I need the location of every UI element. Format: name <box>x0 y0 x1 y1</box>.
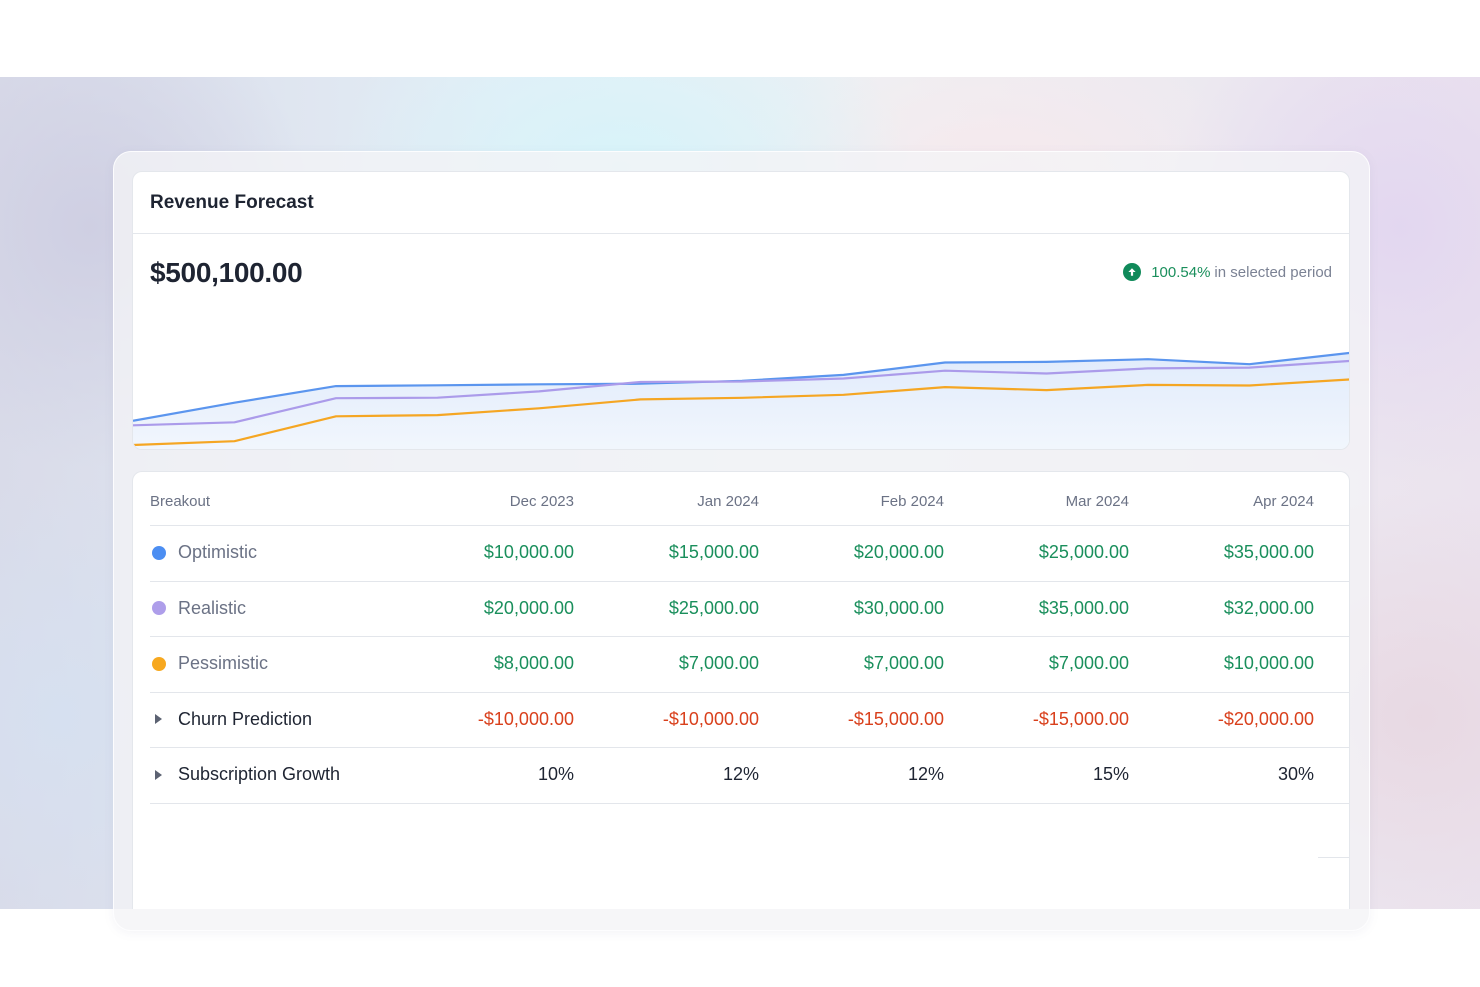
forecast-line-chart <box>133 351 1349 449</box>
expand-caret-icon[interactable] <box>155 714 162 724</box>
expand-caret-icon[interactable] <box>155 769 162 780</box>
arrow-up-circle-icon <box>1123 263 1142 281</box>
table-row-realistic: Realistic $20,000.00 $25,000.00 $30,000.00 $… <box>150 582 1349 637</box>
row-label-cell: Pessimistic <box>150 653 268 674</box>
table-divider <box>1318 857 1349 858</box>
period-change: 100.54% in selected period <box>1123 263 1332 281</box>
table-cell: $35,000.00 <box>1038 597 1129 618</box>
column-header-apr-2024: Apr 2024 <box>1253 493 1314 510</box>
table-cell: $20,000.00 <box>483 597 574 618</box>
table-cell: -$10,000.00 <box>477 708 574 729</box>
row-label: Optimistic <box>178 542 258 562</box>
series-line-pessimistic <box>133 378 1349 447</box>
series-line-realistic <box>133 359 1349 427</box>
row-label: Realistic <box>178 597 247 618</box>
table-header-row: Breakout Dec 2023 Jan 2024 Feb 2024 Mar … <box>150 472 1349 526</box>
table-cell: $7,000.00 <box>1048 653 1129 673</box>
table-cell: $20,000.00 <box>853 542 944 562</box>
table-cell: 10% <box>537 764 574 784</box>
card-title: Revenue Forecast <box>150 192 314 213</box>
change-label: in selected period <box>1214 263 1332 281</box>
column-header-dec-2023: Dec 2023 <box>509 493 574 510</box>
row-label: Subscription Growth <box>178 764 341 784</box>
table-cell: -$10,000.00 <box>662 708 759 729</box>
table-cell: $8,000.00 <box>493 653 574 673</box>
table-cell: $7,000.00 <box>678 653 759 673</box>
table-cell: -$15,000.00 <box>1032 708 1129 729</box>
row-label: Churn Prediction <box>178 708 313 729</box>
table-cell: 15% <box>1092 764 1129 784</box>
column-header-jan-2024: Jan 2024 <box>697 493 759 510</box>
table-cell: $30,000.00 <box>853 597 944 618</box>
table-cell: $25,000.00 <box>1038 542 1129 562</box>
legend-dot-icon <box>152 601 166 615</box>
card-header: Revenue Forecast <box>133 172 1349 234</box>
legend-dot-icon <box>152 656 166 671</box>
forecast-area-fill <box>133 353 1349 449</box>
table-cell: $10,000.00 <box>1223 653 1314 673</box>
table-row-optimistic: Optimistic $10,000.00 $15,000.00 $20,000.00… <box>150 526 1349 582</box>
legend-dot-icon <box>152 545 166 560</box>
table-row-churn-prediction[interactable]: Churn Prediction -$10,000.00 -$10,000.00 -$… <box>150 693 1349 748</box>
column-header-feb-2024: Feb 2024 <box>880 493 944 510</box>
table-cell: -$15,000.00 <box>847 708 944 729</box>
table-cell: -$20,000.00 <box>1217 708 1314 729</box>
table-cell: $35,000.00 <box>1223 542 1314 562</box>
revenue-total: $500,100.00 <box>150 257 303 288</box>
table-cell: $10,000.00 <box>483 542 574 562</box>
row-label-cell: Realistic <box>150 598 246 619</box>
table-row-subscription-growth[interactable]: Subscription Growth 10% 12% 12% 15% 30% <box>150 748 1349 804</box>
row-label-cell: Churn Prediction <box>150 709 312 730</box>
column-header-mar-2024: Mar 2024 <box>1065 493 1129 510</box>
table-row-pessimistic: Pessimistic $8,000.00 $7,000.00 $7,000.00 $7… <box>150 637 1349 693</box>
table-cell: 12% <box>722 764 759 784</box>
change-percentage: 100.54% <box>1151 263 1211 281</box>
table-cell: 12% <box>907 764 944 784</box>
table-cell: $25,000.00 <box>668 597 759 618</box>
table-cell: $32,000.00 <box>1223 597 1314 618</box>
row-label-cell: Subscription Growth <box>150 764 340 785</box>
table-cell: 30% <box>1277 764 1314 784</box>
breakout-table-card: Breakout Dec 2023 Jan 2024 Feb 2024 Mar … <box>132 471 1350 909</box>
row-label-cell: Optimistic <box>150 542 257 563</box>
column-header-breakout: Breakout <box>150 493 211 510</box>
row-label: Pessimistic <box>178 653 269 673</box>
table-cell: $15,000.00 <box>668 542 759 562</box>
revenue-forecast-card: Revenue Forecast $500,100.00 100.54% in … <box>132 171 1350 450</box>
table-cell: $7,000.00 <box>863 653 944 673</box>
